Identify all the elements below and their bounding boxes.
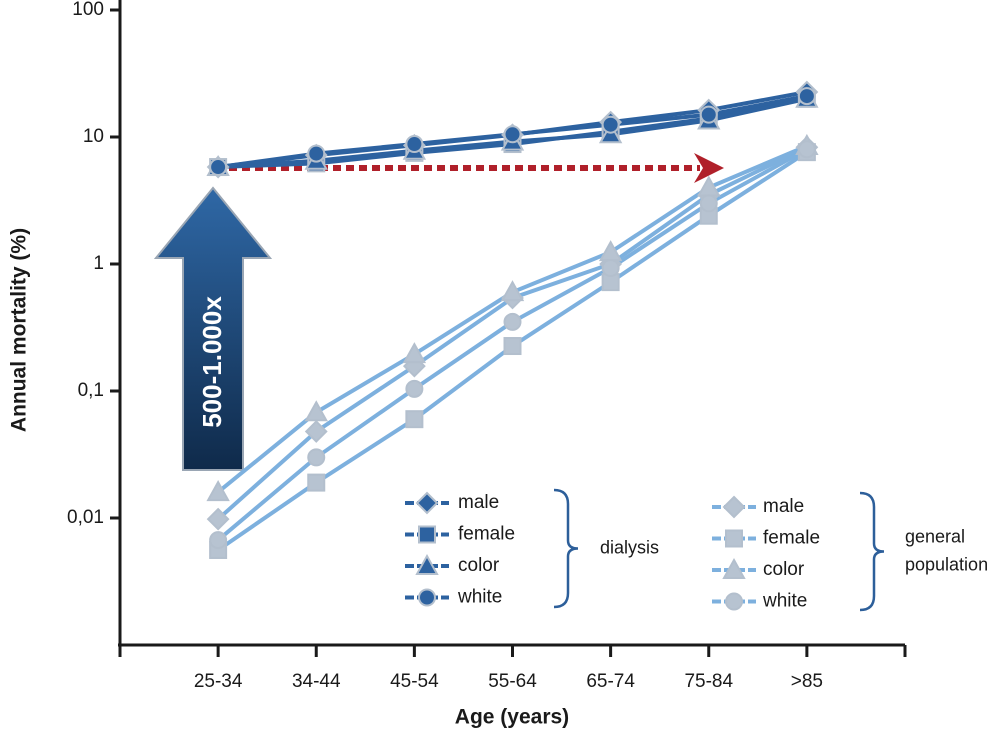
x-tick-label: 55-64 — [488, 671, 537, 692]
annotation-arrow — [153, 186, 273, 471]
legend-label: color — [763, 559, 805, 580]
y-tick-label: 100 — [72, 0, 104, 20]
legend-label: female — [458, 524, 515, 545]
legend-marker — [415, 491, 439, 515]
data-point — [601, 115, 620, 134]
legend-group-label: general — [905, 526, 965, 546]
data-point — [503, 337, 522, 356]
annotation-text: 500-1.000x — [197, 296, 227, 428]
data-point — [307, 144, 326, 163]
legend-label: color — [458, 555, 500, 576]
legend-label: white — [457, 587, 502, 608]
data-point — [206, 480, 230, 502]
legend-label: female — [763, 528, 820, 549]
data-point — [304, 400, 328, 422]
legend-marker — [725, 592, 743, 611]
y-tick-label: 10 — [83, 126, 104, 147]
legend-group-label: dialysis — [600, 537, 659, 557]
data-point — [206, 507, 230, 531]
data-point — [601, 259, 620, 278]
x-tick-label: 65-74 — [586, 671, 635, 692]
data-point — [797, 87, 816, 106]
legend-marker — [415, 553, 439, 575]
data-point — [797, 140, 816, 159]
legend-marker — [722, 557, 746, 579]
data-point — [405, 379, 424, 398]
y-axis-label: Annual mortality (%) — [8, 228, 31, 432]
legend-label: white — [762, 591, 807, 612]
legend-marker — [418, 588, 436, 607]
data-point — [405, 135, 424, 154]
data-point — [307, 473, 326, 492]
x-tick-label: 75-84 — [684, 671, 733, 692]
legend-label: male — [763, 496, 804, 517]
legend-marker — [725, 529, 743, 548]
data-point — [307, 448, 326, 467]
data-point — [304, 420, 328, 443]
data-point — [503, 312, 522, 331]
legend-marker — [722, 495, 746, 519]
legend-brace — [553, 488, 579, 609]
x-tick-label: 34-44 — [292, 671, 341, 692]
data-point — [699, 194, 718, 213]
x-tick-label: 25-34 — [194, 671, 243, 692]
x-axis-label: Age (years) — [455, 706, 569, 729]
y-tick-label: 1 — [93, 253, 104, 274]
data-point — [500, 280, 525, 302]
legend-group-label: population — [905, 554, 988, 574]
data-point — [598, 240, 623, 262]
legend-marker — [418, 525, 436, 544]
x-tick-label: 45-54 — [390, 671, 439, 692]
data-point — [402, 342, 427, 364]
data-point — [209, 531, 228, 550]
x-tick-label: >85 — [791, 671, 823, 692]
data-point — [699, 105, 718, 124]
legend-brace — [859, 491, 885, 612]
data-point — [405, 410, 424, 429]
legend-label: male — [458, 492, 499, 513]
y-tick-label: 0,1 — [78, 380, 104, 401]
y-tick-label: 0,01 — [67, 507, 104, 528]
data-point — [209, 158, 228, 177]
data-point — [503, 125, 522, 144]
